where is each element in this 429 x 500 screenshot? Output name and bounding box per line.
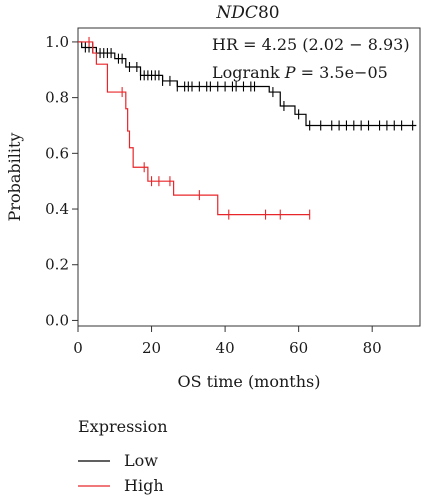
- x-tick-label: 80: [363, 339, 382, 357]
- stats-annotations: HR = 4.25 (2.02 − 8.93) Logrank P = 3.5e…: [212, 35, 410, 82]
- series-layer: [78, 36, 417, 220]
- y-tick-label: 0.6: [45, 144, 69, 162]
- y-tick-label: 0.0: [45, 311, 69, 329]
- logrank-annotation: Logrank P = 3.5e−05: [212, 63, 388, 82]
- legend: Expression Low High: [78, 417, 168, 495]
- x-tick-label: 20: [142, 339, 161, 357]
- plot-area-frame: [77, 27, 421, 327]
- legend-label-low: Low: [124, 451, 158, 470]
- x-tick-label: 40: [216, 339, 235, 357]
- y-tick-label: 1.0: [45, 33, 69, 51]
- km-curve-low: [78, 41, 417, 127]
- x-tick-label: 60: [289, 339, 308, 357]
- y-tick-label: 0.4: [45, 200, 69, 218]
- x-axis-label: OS time (months): [178, 372, 321, 391]
- legend-label-high: High: [124, 476, 164, 495]
- svg-text:NDC80: NDC80: [215, 3, 279, 23]
- legend-title: Expression: [78, 417, 168, 436]
- logrank-label: Logrank: [212, 63, 285, 82]
- y-axis: 0.0 0.2 0.4 0.6 0.8 1.0: [45, 33, 78, 329]
- hazard-ratio-annotation: HR = 4.25 (2.02 − 8.93): [212, 35, 410, 54]
- y-tick-label: 0.2: [45, 256, 69, 274]
- y-tick-label: 0.8: [45, 89, 69, 107]
- title-gene-suffix: 80: [258, 3, 280, 23]
- chart-title: NDC80: [215, 3, 279, 23]
- y-axis-label: Probability: [5, 133, 24, 222]
- title-gene-name: NDC: [215, 3, 258, 23]
- logrank-p-symbol: P: [284, 63, 296, 82]
- km-curve-high: [78, 41, 310, 216]
- x-tick-label: 0: [73, 339, 83, 357]
- x-axis: 0 20 40 60 80: [73, 326, 382, 357]
- logrank-value: = 3.5e−05: [296, 63, 388, 82]
